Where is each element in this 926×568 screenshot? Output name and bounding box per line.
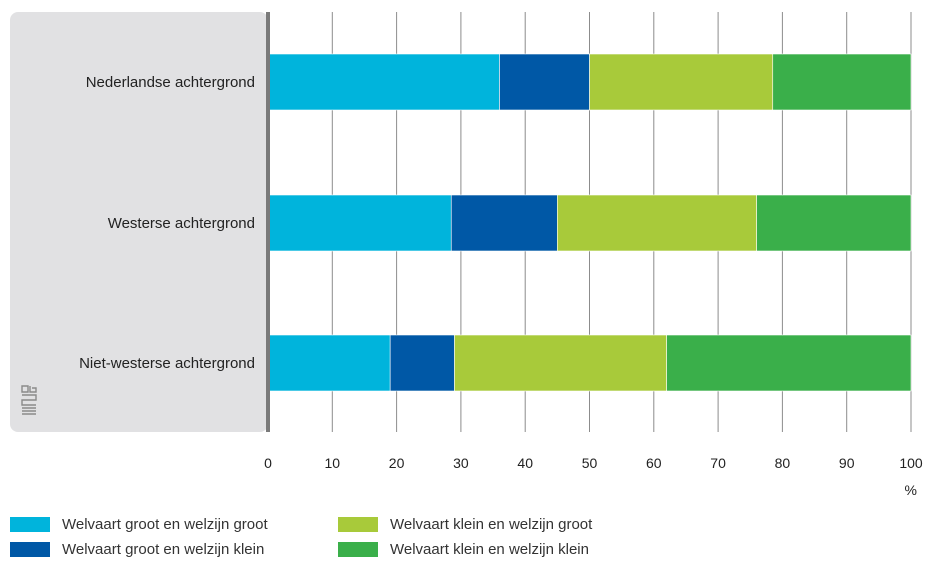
x-tick-10: 10 <box>325 455 341 471</box>
bar-1-series-3 <box>589 53 774 111</box>
x-tick-30: 30 <box>453 455 469 471</box>
category-labels: Nederlandse achtergrond Westerse achtergr… <box>79 74 255 372</box>
x-tick-0: 0 <box>264 455 272 471</box>
legend-swatch-1 <box>10 517 50 532</box>
category-label-3: Niet-westerse achtergrond <box>79 355 255 372</box>
category-label-1: Nederlandse achtergrond <box>86 74 255 91</box>
legend-label-4: Welvaart klein en welzijn klein <box>390 541 589 558</box>
legend-item-3: Welvaart klein en welzijn groot <box>338 516 592 533</box>
legend: Welvaart groot en welzijn groot Welvaart… <box>10 516 910 568</box>
legend-item-4: Welvaart klein en welzijn klein <box>338 541 589 558</box>
x-tick-90: 90 <box>839 455 855 471</box>
bar-2-series-1 <box>267 194 452 252</box>
stacked-bar-chart: Nederlandse achtergrond Westerse achtergr… <box>10 12 923 498</box>
x-tick-40: 40 <box>517 455 533 471</box>
x-tick-100: 100 <box>899 455 923 471</box>
bar-3-series-3 <box>454 334 667 392</box>
bar-3-series-1 <box>267 334 391 392</box>
x-tick-80: 80 <box>775 455 791 471</box>
bar-2-series-4 <box>756 194 912 252</box>
legend-item-2: Welvaart groot en welzijn klein <box>10 541 264 558</box>
legend-item-1: Welvaart groot en welzijn groot <box>10 516 268 533</box>
x-tick-70: 70 <box>710 455 726 471</box>
bar-3-series-4 <box>666 334 912 392</box>
legend-label-2: Welvaart groot en welzijn klein <box>62 541 265 558</box>
x-tick-60: 60 <box>646 455 662 471</box>
bar-2-series-2 <box>450 194 558 252</box>
bar-1-series-2 <box>499 53 590 111</box>
category-label-panel <box>10 12 268 432</box>
bar-1-series-1 <box>267 53 500 111</box>
legend-swatch-2 <box>10 542 50 557</box>
bar-3-series-2 <box>389 334 455 392</box>
category-label-2: Westerse achtergrond <box>108 215 255 232</box>
bar-2-series-3 <box>557 194 757 252</box>
legend-label-3: Welvaart klein en welzijn groot <box>390 516 593 533</box>
x-tick-50: 50 <box>582 455 598 471</box>
x-tick-labels: 0 10 20 30 40 50 60 70 80 90 100 <box>264 455 923 471</box>
legend-label-1: Welvaart groot en welzijn groot <box>62 516 268 533</box>
bar-1-series-4 <box>772 53 912 111</box>
x-axis-unit: % <box>905 482 917 498</box>
legend-swatch-3 <box>338 517 378 532</box>
legend-swatch-4 <box>338 542 378 557</box>
x-tick-20: 20 <box>389 455 405 471</box>
bars <box>267 53 912 392</box>
cbs-logo-icon <box>21 385 37 415</box>
